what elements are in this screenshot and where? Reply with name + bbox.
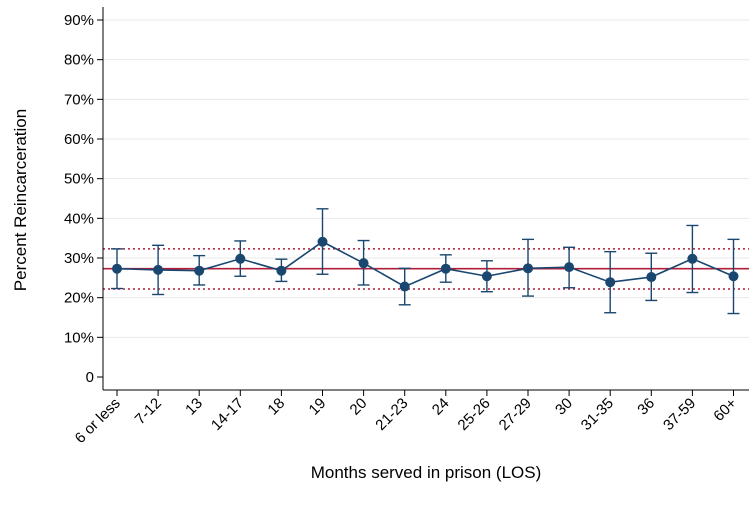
data-point — [728, 271, 739, 282]
data-points — [112, 236, 739, 292]
data-point — [564, 262, 575, 273]
y-tick-label: 70% — [64, 91, 94, 108]
y-tick-label: 30% — [64, 250, 94, 267]
data-point — [523, 263, 533, 274]
data-point — [481, 271, 492, 282]
y-tick-label: 60% — [64, 131, 94, 148]
data-point — [687, 253, 698, 264]
y-axis: 0 10% 20% 30% 40% 50% 60% 70% 80% 90% — [64, 7, 104, 390]
reference-lines — [103, 248, 749, 290]
data-point — [440, 263, 451, 274]
y-tick-label: 20% — [64, 290, 94, 307]
y-tick-label: 90% — [64, 12, 94, 29]
data-point — [235, 253, 246, 264]
y-tick-label: 40% — [64, 210, 94, 227]
data-point — [399, 281, 410, 292]
series-polyline — [116, 240, 734, 288]
y-tick-label: 80% — [64, 52, 94, 69]
y-tick-label: 50% — [64, 171, 94, 188]
data-point — [317, 236, 328, 247]
data-point — [112, 263, 122, 274]
y-tick-label: 10% — [64, 329, 94, 346]
data-point — [153, 264, 164, 275]
series-line — [116, 240, 734, 288]
y-axis-title: Percent Reincarceration — [11, 109, 30, 291]
y-tick-label: 0 — [86, 369, 94, 386]
data-point — [276, 265, 287, 276]
data-point — [194, 265, 205, 276]
gridlines — [103, 19, 749, 338]
data-point — [605, 277, 616, 288]
data-point — [646, 272, 657, 283]
data-point — [358, 258, 369, 269]
x-axis-title: Months served in prison (LOS) — [311, 463, 542, 482]
